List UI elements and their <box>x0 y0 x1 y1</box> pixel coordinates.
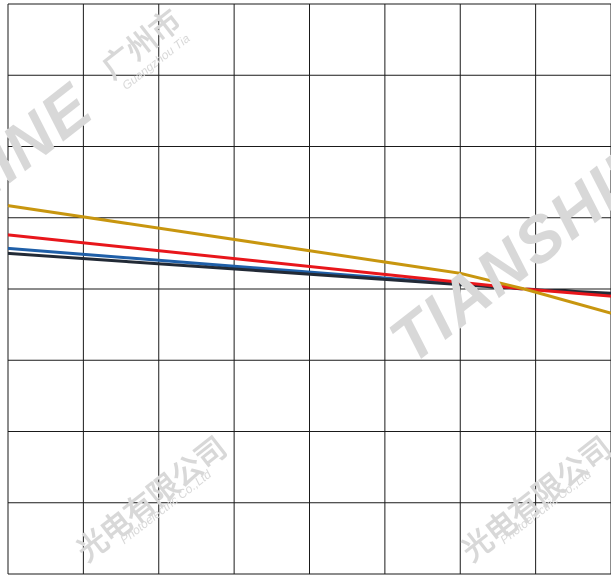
series-line-4 <box>7 204 611 315</box>
chart-series-group <box>7 204 611 315</box>
